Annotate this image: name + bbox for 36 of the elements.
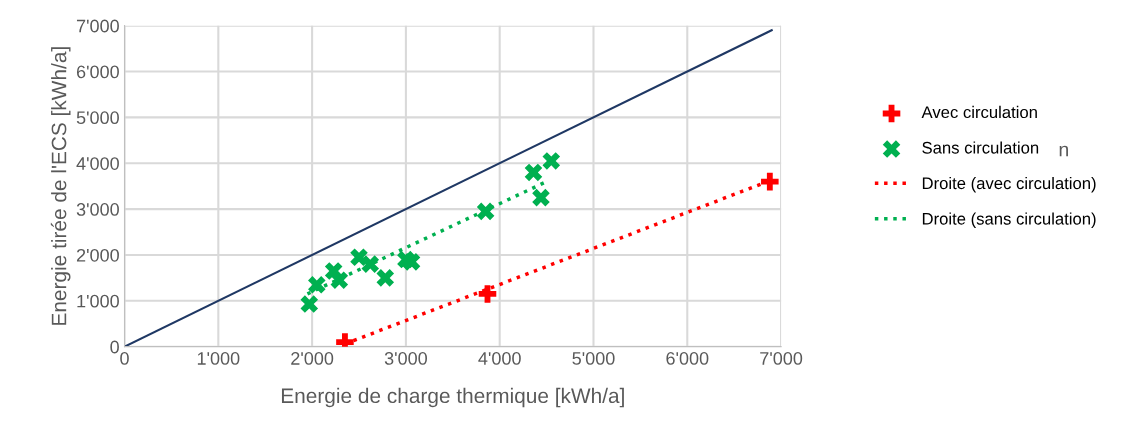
x-tick-label: 4'000 <box>478 352 521 365</box>
point <box>376 269 395 287</box>
x-tick-label: 2'000 <box>291 352 334 365</box>
point <box>478 285 497 303</box>
y-tick-label: 2'000 <box>76 248 119 262</box>
y-tick-label: 7'000 <box>76 19 119 33</box>
point <box>542 152 561 170</box>
legend-label: Droite (sans circulation) <box>922 212 1096 228</box>
point <box>308 275 326 294</box>
legend-label: Droite (avec circulation) <box>922 176 1096 193</box>
point <box>402 253 421 271</box>
point <box>524 163 543 182</box>
y-tick-label: 0 <box>110 340 119 354</box>
y-tick-label: 3'000 <box>76 203 119 216</box>
point <box>350 248 368 267</box>
point <box>330 271 349 289</box>
y-tick-label: 4'000 <box>76 157 119 170</box>
x-tick-label: 5'000 <box>572 352 615 365</box>
point <box>761 172 779 191</box>
point <box>532 188 550 207</box>
x-axis-title: Energie de charge thermique [kWh/a] <box>281 387 624 408</box>
text: n <box>1059 145 1068 157</box>
y-tick-label: 5'000 <box>76 111 119 125</box>
x-tick-label: 0 <box>120 352 129 365</box>
y-tick-label: 1'000 <box>77 294 119 308</box>
point <box>300 295 319 313</box>
legend-label: Avec circulation <box>921 105 1037 119</box>
x-tick-label: 7'000 <box>760 352 803 365</box>
legend-label: Sans circulation <box>922 141 1039 154</box>
x-tick-label: 6'000 <box>666 352 709 365</box>
y-axis-title: Energie tirée de l'ECS [kWh/a] <box>50 47 71 325</box>
x-tick-label: 1'000 <box>197 352 240 365</box>
y-tick-label: 6'000 <box>76 65 119 79</box>
point <box>361 255 380 273</box>
point <box>476 202 495 221</box>
x-tick-label: 3'000 <box>384 352 428 365</box>
